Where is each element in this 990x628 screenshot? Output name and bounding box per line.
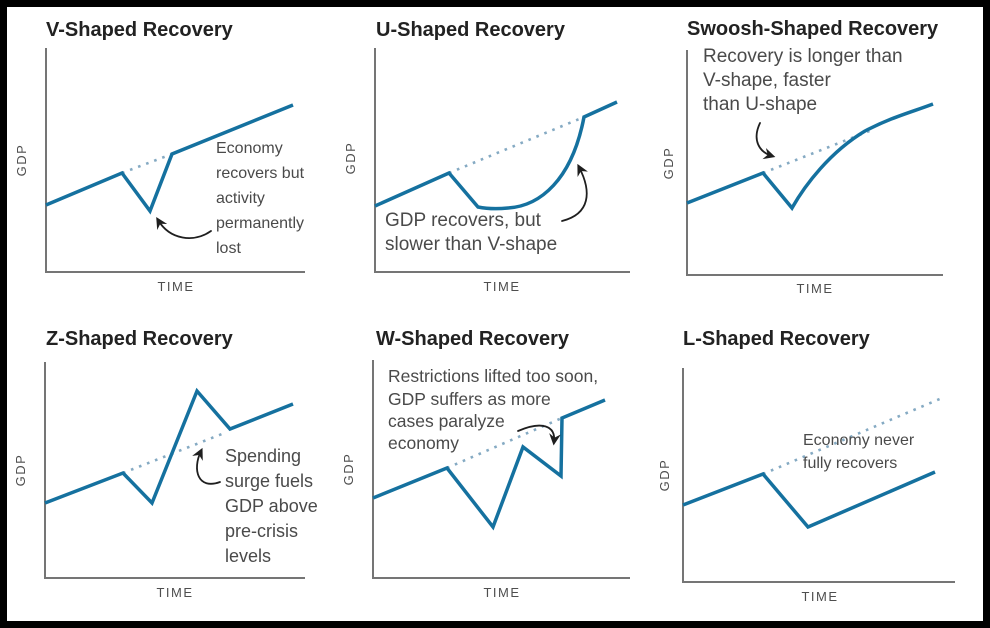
annotation-line: GDP suffers as more	[388, 389, 551, 409]
gdp-line	[682, 470, 936, 530]
gdp-line	[374, 100, 618, 211]
annotation-line: economy	[388, 433, 459, 453]
axes	[44, 362, 305, 579]
x-axis-label: TIME	[483, 279, 520, 294]
annotation-line: slower than V-shape	[385, 234, 557, 255]
y-axis-label: GDP	[13, 454, 28, 487]
annotation: Economy never fully recovers	[803, 432, 915, 472]
x-axis-label: TIME	[483, 585, 520, 600]
pre-crisis-trend-line	[448, 115, 585, 175]
pre-crisis-trend-line	[762, 128, 873, 175]
axes	[45, 48, 305, 273]
pre-crisis-trend-line	[121, 152, 173, 175]
annotation-arrow	[561, 163, 588, 222]
axes	[682, 368, 955, 583]
annotation-line: Recovery is longer than	[703, 46, 903, 67]
gdp-line	[686, 102, 934, 212]
axes	[374, 48, 630, 273]
annotation-line: GDP above	[225, 496, 318, 516]
panel-w-shaped-recovery: W-Shaped Recovery GDP TIME Restrictions …	[341, 328, 630, 600]
annotation-line: Economy	[216, 140, 283, 157]
annotation-line: Spending	[225, 446, 301, 466]
gdp-line	[372, 398, 606, 531]
y-axis-label: GDP	[657, 459, 672, 492]
gdp-line	[44, 387, 294, 507]
panel-z-shaped-recovery: Z-Shaped Recovery GDP TIME Spending surg…	[13, 328, 318, 600]
x-axis-label: TIME	[157, 279, 194, 294]
panel-title: U-Shaped Recovery	[376, 19, 566, 41]
panel-title: Swoosh-Shaped Recovery	[687, 18, 939, 40]
y-axis-label: GDP	[661, 147, 676, 180]
annotation-line: than U-shape	[703, 94, 817, 115]
y-axis-label: GDP	[343, 142, 358, 175]
annotation-line: activity	[216, 190, 265, 207]
annotation-line: fully recovers	[803, 455, 897, 472]
panel-title: W-Shaped Recovery	[376, 328, 570, 350]
annotation-arrow	[517, 424, 561, 446]
annotation-arrow	[156, 216, 212, 239]
annotation-line: cases paralyze	[388, 411, 505, 431]
annotation-line: levels	[225, 546, 271, 566]
x-axis-label: TIME	[796, 281, 833, 296]
panel-swoosh-shaped-recovery: Swoosh-Shaped Recovery GDP TIME Recovery…	[661, 18, 943, 296]
annotation-line: recovers but	[216, 165, 305, 182]
annotation: Recovery is longer than V-shape, faster …	[703, 46, 903, 115]
axes	[686, 50, 943, 276]
annotation: Restrictions lifted too soon, GDP suffer…	[388, 366, 598, 453]
panel-title: Z-Shaped Recovery	[46, 328, 234, 350]
annotation-line: pre-crisis	[225, 521, 298, 541]
panel-l-shaped-recovery: L-Shaped Recovery GDP TIME Economy never…	[657, 328, 955, 604]
panel-title: L-Shaped Recovery	[683, 328, 871, 350]
annotation-line: V-shape, faster	[703, 70, 831, 91]
annotation-line: Economy never	[803, 432, 915, 449]
annotation-arrow	[192, 447, 221, 485]
y-axis-label: GDP	[14, 144, 29, 177]
annotation-line: permanently	[216, 215, 304, 232]
annotation-line: Restrictions lifted too soon,	[388, 366, 598, 386]
x-axis-label: TIME	[156, 585, 193, 600]
annotation: Economy recovers but activity permanentl…	[216, 140, 305, 257]
annotation-arrow	[755, 122, 776, 160]
annotation: GDP recovers, but slower than V-shape	[385, 210, 557, 255]
annotation-line: surge fuels	[225, 471, 313, 491]
panel-v-shaped-recovery: V-Shaped Recovery GDP TIME Economy recov…	[14, 19, 305, 294]
gdp-line	[45, 103, 294, 215]
panel-title: V-Shaped Recovery	[46, 19, 234, 41]
annotation-line: lost	[216, 240, 241, 257]
annotation-line: GDP recovers, but	[385, 210, 542, 231]
axes	[372, 360, 630, 579]
annotation: Spending surge fuels GDP above pre-crisi…	[225, 446, 318, 566]
y-axis-label: GDP	[341, 453, 356, 486]
panel-u-shaped-recovery: U-Shaped Recovery GDP TIME GDP recovers,…	[343, 19, 630, 294]
pre-crisis-trend-line	[122, 430, 228, 475]
x-axis-label: TIME	[801, 589, 838, 604]
